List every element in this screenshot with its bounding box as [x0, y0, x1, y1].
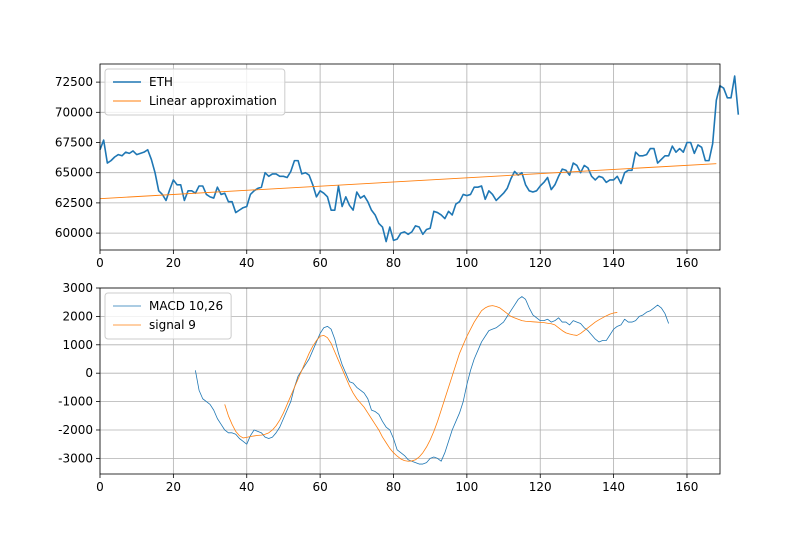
- x-tick-label: 60: [312, 480, 327, 494]
- x-tick-label: 140: [602, 480, 625, 494]
- y-tick-label: 60000: [55, 226, 93, 240]
- x-tick-label: 0: [96, 480, 104, 494]
- y-tick-label: 67500: [55, 136, 93, 150]
- x-tick-label: 120: [529, 256, 552, 270]
- y-tick-label: 65000: [55, 166, 93, 180]
- x-tick-label: 160: [676, 256, 699, 270]
- y-tick-label: 1000: [62, 338, 93, 352]
- x-tick-label: 100: [455, 480, 478, 494]
- x-tick-label: 160: [676, 480, 699, 494]
- legend-label: MACD 10,26: [149, 299, 223, 313]
- legend-box: [104, 68, 286, 116]
- legend: MACD 10,26 signal 9: [104, 292, 232, 340]
- axes-frame: [99, 287, 721, 475]
- x-tick-label: 20: [166, 256, 181, 270]
- legend-label: Linear approximation: [149, 94, 277, 108]
- y-tick-label: 72500: [55, 75, 93, 89]
- legend-label: ETH: [149, 75, 173, 89]
- x-tick-label: 80: [386, 480, 401, 494]
- y-tick-label: 0: [85, 366, 93, 380]
- x-tick-label: 60: [312, 256, 327, 270]
- x-tick-label: 140: [602, 256, 625, 270]
- x-tick-label: 80: [386, 256, 401, 270]
- y-tick-label: 70000: [55, 105, 93, 119]
- x-tick-label: 120: [529, 480, 552, 494]
- y-tick-label: -3000: [58, 451, 93, 465]
- series-line-2: [224, 305, 618, 462]
- x-tick-label: 40: [239, 256, 254, 270]
- legend-box: [104, 292, 232, 340]
- series-line-2: [99, 163, 717, 200]
- series-line-1: [194, 296, 670, 465]
- x-tick-label: 100: [455, 256, 478, 270]
- chart-panel-1: 0 20 40 60 80 100 120 140 160 60000 62500 65000 6750…: [55, 63, 740, 270]
- chart-panel-2: 0 20 40 60 80 100 120 140 160 -3000 -2000 -1000 0 100…: [58, 281, 721, 494]
- y-tick-label: -1000: [58, 395, 93, 409]
- x-tick-label: 20: [166, 480, 181, 494]
- x-tick-label: 0: [96, 256, 104, 270]
- x-tick-label: 40: [239, 480, 254, 494]
- series-line-1: [99, 75, 740, 243]
- axes-frame: [99, 63, 721, 251]
- y-tick-label: 3000: [62, 281, 93, 295]
- legend: ETH Linear approximation: [104, 68, 286, 116]
- y-tick-label: 62500: [55, 196, 93, 210]
- y-tick-label: 2000: [62, 309, 93, 323]
- y-tick-label: -2000: [58, 423, 93, 437]
- legend-label: signal 9: [149, 318, 196, 332]
